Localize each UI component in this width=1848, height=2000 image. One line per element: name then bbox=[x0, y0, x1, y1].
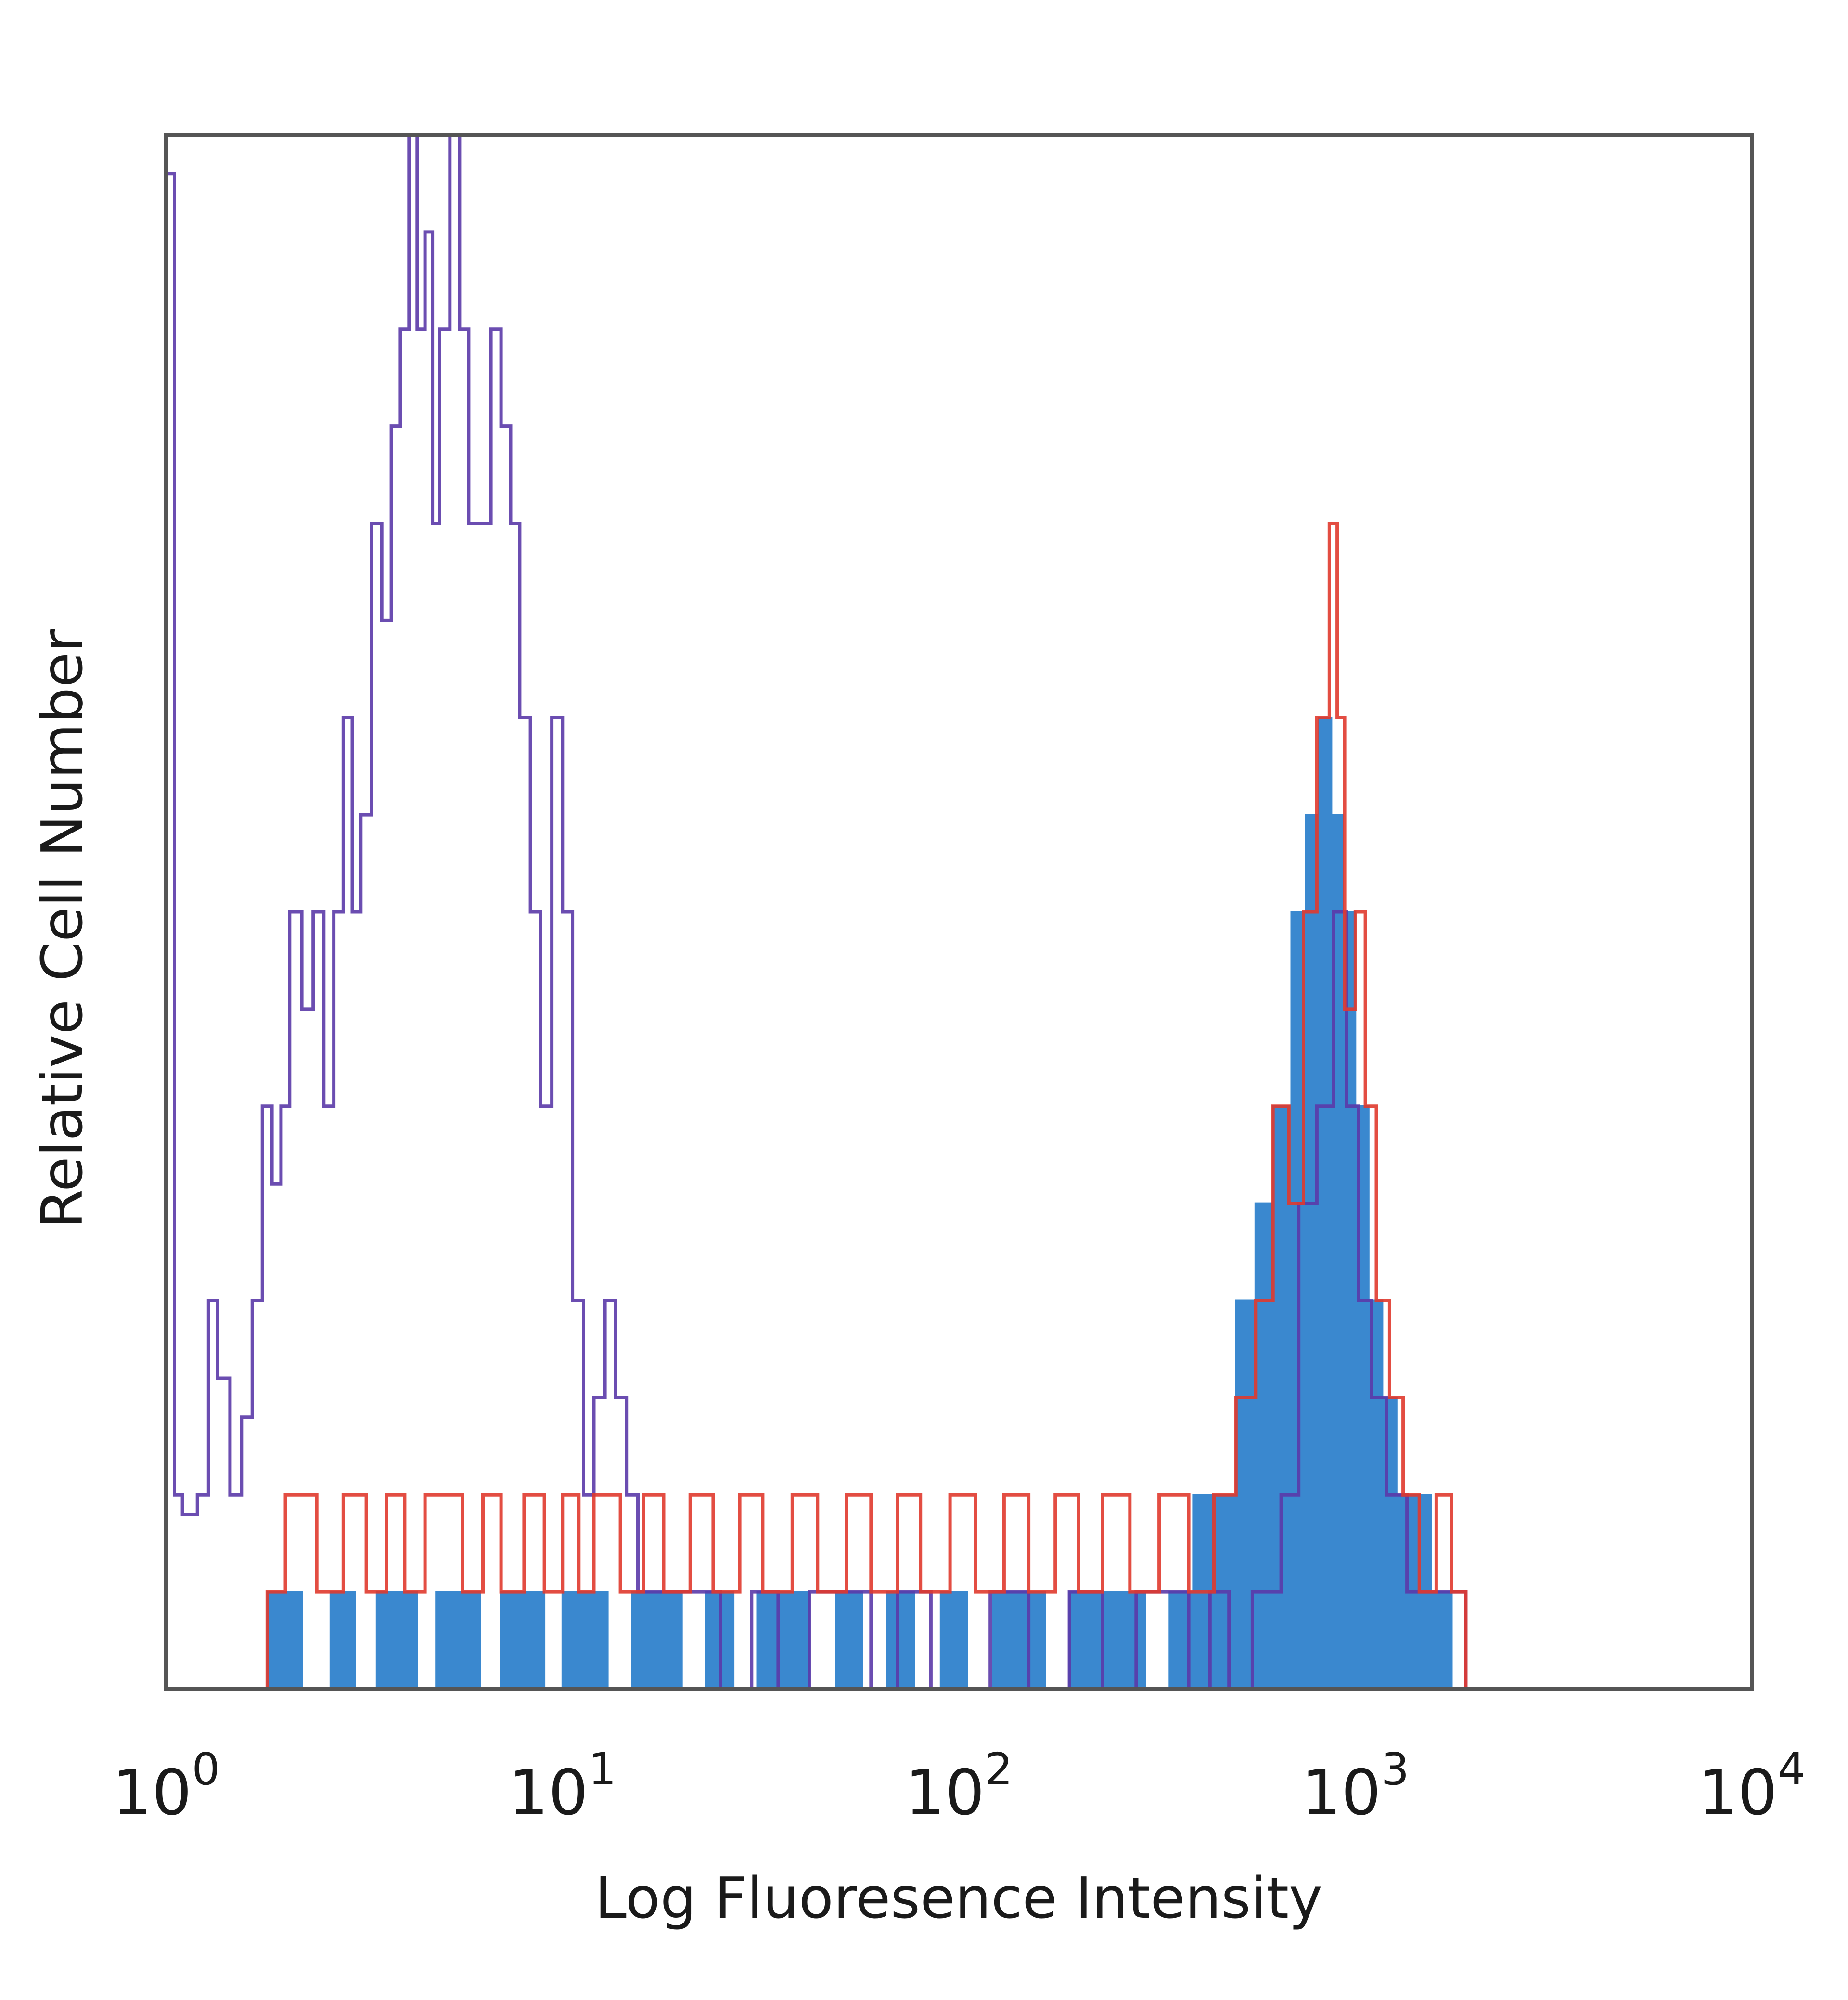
x-tick-base-1: 10 bbox=[509, 1756, 588, 1829]
x-tick-exponent-2: 2 bbox=[985, 1744, 1013, 1795]
x-tick-base-3: 10 bbox=[1301, 1756, 1381, 1829]
x-tick-label-2: 102 bbox=[905, 1744, 1013, 1829]
plot-frame bbox=[164, 133, 1754, 1691]
series-layer bbox=[164, 133, 1468, 1691]
x-tick-exponent-4: 4 bbox=[1777, 1744, 1806, 1795]
series-stained-sample-outline bbox=[166, 522, 1468, 1691]
x-tick-exponent-0: 0 bbox=[192, 1744, 220, 1795]
x-tick-base-2: 10 bbox=[905, 1756, 985, 1829]
x-tick-base-0: 10 bbox=[112, 1756, 192, 1829]
x-tick-exponent-1: 1 bbox=[588, 1744, 616, 1795]
x-tick-base-4: 10 bbox=[1698, 1756, 1777, 1829]
x-tick-label-0: 100 bbox=[112, 1744, 220, 1829]
x-tick-label-1: 101 bbox=[509, 1744, 616, 1829]
x-tick-label-4: 104 bbox=[1698, 1744, 1806, 1829]
x-tick-label-3: 103 bbox=[1301, 1744, 1409, 1829]
y-axis-label: Relative Cell Number bbox=[29, 629, 95, 1229]
x-axis-label: Log Fluoresence Intensity bbox=[595, 1865, 1322, 1931]
series-isotype-control bbox=[164, 133, 1468, 1691]
x-tick-labels: 100 101 102 103 104 bbox=[112, 1744, 1806, 1829]
x-tick-exponent-3: 3 bbox=[1381, 1744, 1410, 1795]
